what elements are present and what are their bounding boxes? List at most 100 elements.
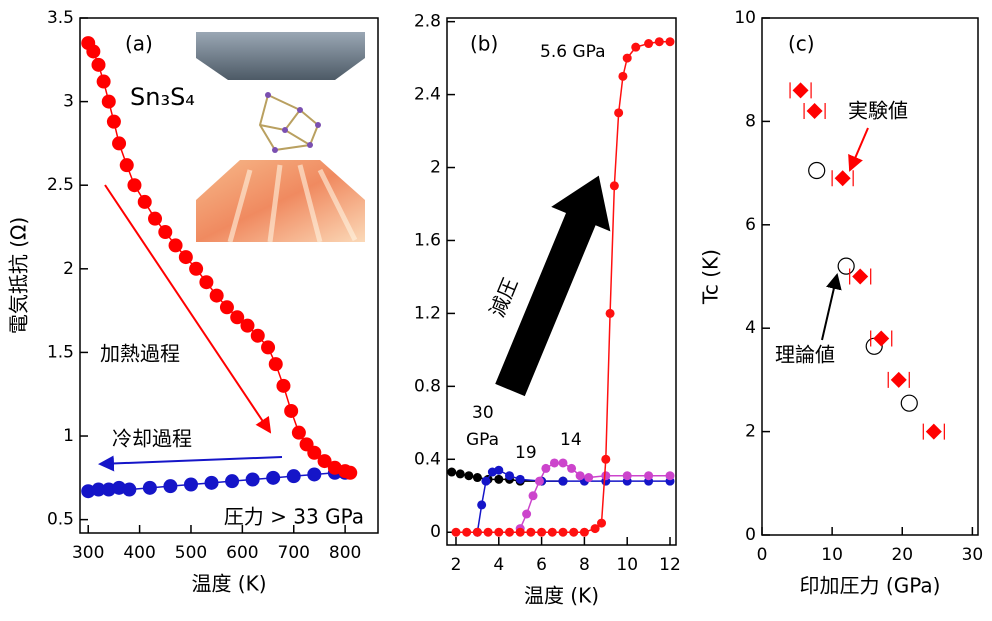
data-point xyxy=(266,471,280,485)
data-point xyxy=(107,115,121,129)
data-point xyxy=(246,472,260,486)
data-point xyxy=(550,458,559,467)
y-tick-label: 1.6 xyxy=(414,230,441,250)
series-line xyxy=(88,43,350,473)
plot-frame xyxy=(762,18,978,535)
data-point xyxy=(205,476,219,490)
x-tick-label: 6 xyxy=(536,555,547,575)
y-tick-label: 3.5 xyxy=(47,8,74,28)
x-tick-label: 600 xyxy=(226,543,258,563)
y-axis-label: 電気抵抗 (Ω) xyxy=(7,217,31,334)
data-point xyxy=(558,528,567,537)
data-point xyxy=(644,39,653,48)
arrow xyxy=(822,275,837,340)
series-label: 14 xyxy=(560,430,582,450)
data-point xyxy=(86,44,100,58)
data-point xyxy=(462,528,471,537)
data-point xyxy=(597,519,606,528)
x-tick-label: 0 xyxy=(757,545,768,565)
y-axis-label: Tc (K) xyxy=(699,249,723,305)
data-point xyxy=(102,95,116,109)
data-point xyxy=(473,473,482,482)
unit-label: GPa xyxy=(466,430,499,450)
data-point xyxy=(576,471,585,480)
data-point xyxy=(610,181,619,190)
y-tick-label: 0.8 xyxy=(414,376,441,396)
data-point xyxy=(807,103,823,119)
data-point xyxy=(666,37,675,46)
series-label: 実験値 xyxy=(848,99,908,123)
series-label: 加熱過程 xyxy=(100,342,180,366)
data-point xyxy=(522,510,531,519)
data-point xyxy=(926,424,942,440)
data-point xyxy=(179,250,193,264)
x-axis-label: 印加圧力 (GPa) xyxy=(800,574,941,598)
data-point xyxy=(655,37,664,46)
data-point xyxy=(122,483,136,497)
y-tick-label: 2.5 xyxy=(47,175,74,195)
data-point xyxy=(269,357,283,371)
data-point xyxy=(526,528,535,537)
data-point xyxy=(484,528,493,537)
data-point xyxy=(569,528,578,537)
y-tick-label: 0.5 xyxy=(47,510,74,530)
data-point xyxy=(505,528,514,537)
y-tick-label: 2 xyxy=(430,158,441,178)
data-point xyxy=(606,309,615,318)
data-point xyxy=(163,479,177,493)
data-point xyxy=(631,43,640,52)
data-point xyxy=(138,195,152,209)
data-point xyxy=(548,528,557,537)
data-point xyxy=(558,477,567,486)
y-tick-label: 10 xyxy=(734,8,756,28)
x-tick-label: 400 xyxy=(123,543,155,563)
data-point xyxy=(225,474,239,488)
x-tick-label: 30 xyxy=(962,545,984,565)
data-point xyxy=(505,471,514,480)
arrow xyxy=(850,128,868,170)
x-tick-label: 4 xyxy=(493,555,504,575)
x-tick-label: 700 xyxy=(278,543,310,563)
data-point xyxy=(835,170,851,186)
data-point xyxy=(343,466,357,480)
y-tick-label: 0 xyxy=(745,525,756,545)
data-point xyxy=(261,340,275,354)
y-tick-label: 2 xyxy=(63,259,74,279)
data-point xyxy=(516,528,525,537)
data-point xyxy=(529,491,538,500)
data-point xyxy=(852,269,868,285)
data-point xyxy=(220,300,234,314)
data-point xyxy=(97,75,111,89)
y-tick-label: 6 xyxy=(745,215,756,235)
series-label: 19 xyxy=(515,443,537,463)
data-point xyxy=(584,473,593,482)
x-tick-label: 500 xyxy=(175,543,207,563)
plot-frame xyxy=(80,18,378,533)
data-point xyxy=(618,72,627,81)
data-point xyxy=(143,481,157,495)
data-point xyxy=(494,466,503,475)
data-point xyxy=(614,108,623,117)
x-tick-label: 800 xyxy=(329,543,361,563)
y-tick-label: 0 xyxy=(430,522,441,542)
data-point xyxy=(91,58,105,72)
data-point xyxy=(644,471,653,480)
y-tick-label: 1.5 xyxy=(47,342,74,362)
x-axis-label: 温度 (K) xyxy=(524,584,599,608)
data-point xyxy=(601,455,610,464)
y-tick-label: 2.4 xyxy=(414,85,441,105)
pressure-label: 圧力 > 33 GPa xyxy=(224,505,364,529)
data-point xyxy=(292,426,306,440)
data-point xyxy=(809,163,825,179)
data-point xyxy=(158,225,172,239)
data-point xyxy=(901,395,917,411)
y-tick-label: 2.8 xyxy=(414,12,441,32)
data-point xyxy=(580,528,589,537)
data-point xyxy=(251,329,265,343)
arrow xyxy=(100,457,282,464)
data-point xyxy=(240,319,254,333)
data-point xyxy=(169,238,183,252)
x-tick-label: 12 xyxy=(659,555,681,575)
data-point xyxy=(567,464,576,473)
x-tick-label: 300 xyxy=(72,543,104,563)
